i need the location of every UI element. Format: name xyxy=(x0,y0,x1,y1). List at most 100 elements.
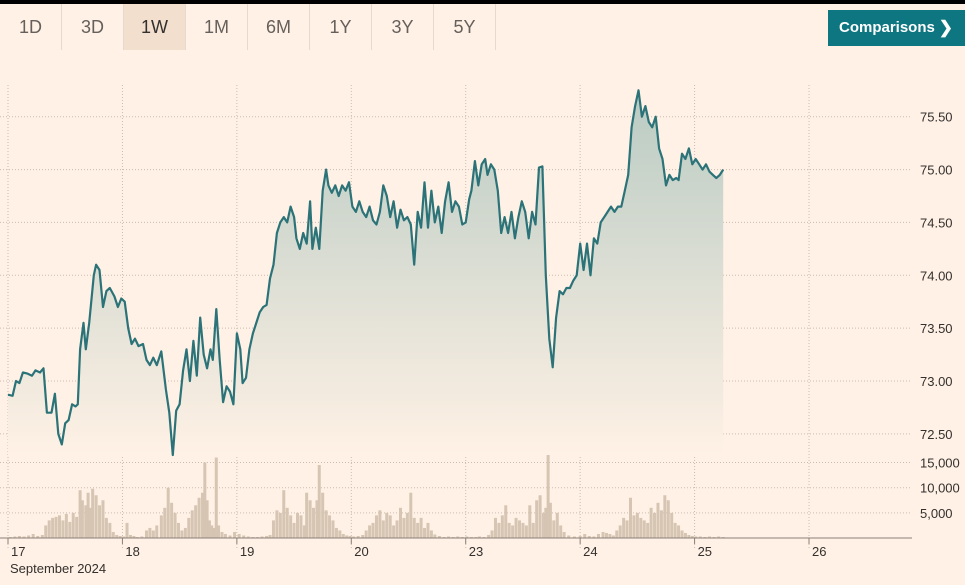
range-button-1w[interactable]: 1W xyxy=(124,4,186,50)
volume-bar xyxy=(170,502,174,538)
volume-bar xyxy=(180,530,184,538)
range-button-1d[interactable]: 1D xyxy=(0,4,62,50)
volume-bar xyxy=(91,488,95,538)
range-button-6m[interactable]: 6M xyxy=(248,4,310,50)
volume-bar xyxy=(173,512,177,538)
volume-bar xyxy=(712,536,716,538)
volume-bar xyxy=(328,515,332,538)
volume-bar xyxy=(646,522,650,538)
volume-bar xyxy=(183,527,187,538)
volume-bar xyxy=(214,457,218,538)
range-button-5y[interactable]: 5Y xyxy=(434,4,496,50)
volume-bar xyxy=(210,525,214,538)
volume-bar xyxy=(57,515,61,538)
volume-bar xyxy=(717,536,721,538)
y-tick-label: 72.50 xyxy=(920,427,953,442)
y-tick-label: 74.50 xyxy=(920,215,953,230)
volume-bar xyxy=(155,525,159,538)
chevron-right-icon: ❯ xyxy=(938,18,953,37)
volume-bar xyxy=(151,530,155,538)
volume-bar xyxy=(205,500,209,538)
volume-bar xyxy=(694,536,698,538)
volume-bar xyxy=(13,536,17,538)
volume-bar xyxy=(47,520,51,538)
volume-bar xyxy=(504,505,508,538)
volume-bar xyxy=(268,534,272,538)
volume-bar xyxy=(398,507,402,538)
volume-bar xyxy=(548,502,552,538)
volume-bar xyxy=(217,525,221,538)
volume-bar xyxy=(677,525,681,538)
volume-bar xyxy=(618,525,622,538)
volume-bar xyxy=(482,536,486,538)
volume-bar xyxy=(356,535,360,538)
volume-bar xyxy=(587,535,591,538)
volume-bar xyxy=(285,507,289,538)
volume-bar xyxy=(128,534,132,538)
volume-bar xyxy=(442,536,446,538)
volume-bar xyxy=(552,520,556,538)
volume-bar xyxy=(299,515,303,538)
volume-bar xyxy=(629,497,633,538)
volume-bar xyxy=(223,533,227,538)
volume-bar xyxy=(562,531,566,538)
volume-bar xyxy=(572,536,576,538)
volume-bar xyxy=(604,532,608,538)
volume-bar xyxy=(345,535,349,538)
volume-bar xyxy=(388,515,392,538)
volume-bar xyxy=(555,512,559,538)
volume-bar xyxy=(433,534,437,538)
volume-bar xyxy=(51,517,55,538)
volume-bar xyxy=(542,512,546,538)
volume-bar xyxy=(8,536,12,538)
volume-bar xyxy=(177,522,181,538)
volume-bar xyxy=(292,522,296,538)
volume-bar xyxy=(687,534,691,538)
range-button-1m[interactable]: 1M xyxy=(186,4,248,50)
volume-bar xyxy=(84,505,88,538)
volume-bar xyxy=(315,500,319,538)
volume-bar xyxy=(528,505,532,538)
volume-bar xyxy=(538,495,542,538)
volume-bar xyxy=(670,512,674,538)
volume-bar xyxy=(625,520,629,538)
volume-bar xyxy=(477,536,481,538)
volume-bar xyxy=(334,527,338,538)
volume-bar xyxy=(511,525,515,538)
range-button-3d[interactable]: 3D xyxy=(62,4,124,50)
volume-bar xyxy=(308,500,312,538)
volume-bar xyxy=(707,536,711,538)
volume-bar xyxy=(104,517,108,538)
volume-bar xyxy=(207,520,211,538)
volume-bar xyxy=(656,502,660,538)
price-area xyxy=(8,90,724,456)
volume-bar xyxy=(44,525,48,538)
volume-bar xyxy=(419,517,423,538)
volume-bar xyxy=(437,535,441,538)
volume-bar xyxy=(371,522,375,538)
comparisons-button[interactable]: Comparisons ❯ xyxy=(828,10,965,46)
volume-bar xyxy=(611,535,615,538)
volume-bar xyxy=(321,492,325,538)
volume-bar xyxy=(535,500,539,538)
x-tick-label: 17 xyxy=(11,544,25,559)
volume-bar xyxy=(429,530,433,538)
volume-bar xyxy=(412,517,416,538)
volume-bar xyxy=(451,536,455,538)
volume-bar xyxy=(317,465,321,538)
volume-bar xyxy=(490,530,494,538)
volume-bar xyxy=(680,530,684,538)
range-button-1y[interactable]: 1Y xyxy=(310,4,372,50)
volume-bar xyxy=(251,536,255,538)
range-button-3y[interactable]: 3Y xyxy=(372,4,434,50)
volume-bar xyxy=(659,510,663,538)
volume-bar xyxy=(456,536,460,538)
volume-bar xyxy=(125,522,129,538)
volume-bar xyxy=(132,535,136,538)
volume-bar xyxy=(201,492,205,538)
volume-bar xyxy=(88,507,92,538)
volume-bar xyxy=(524,525,528,538)
volume-bar xyxy=(166,487,170,538)
volume-tick-label: 15,000 xyxy=(920,456,960,471)
volume-bar xyxy=(521,522,525,538)
